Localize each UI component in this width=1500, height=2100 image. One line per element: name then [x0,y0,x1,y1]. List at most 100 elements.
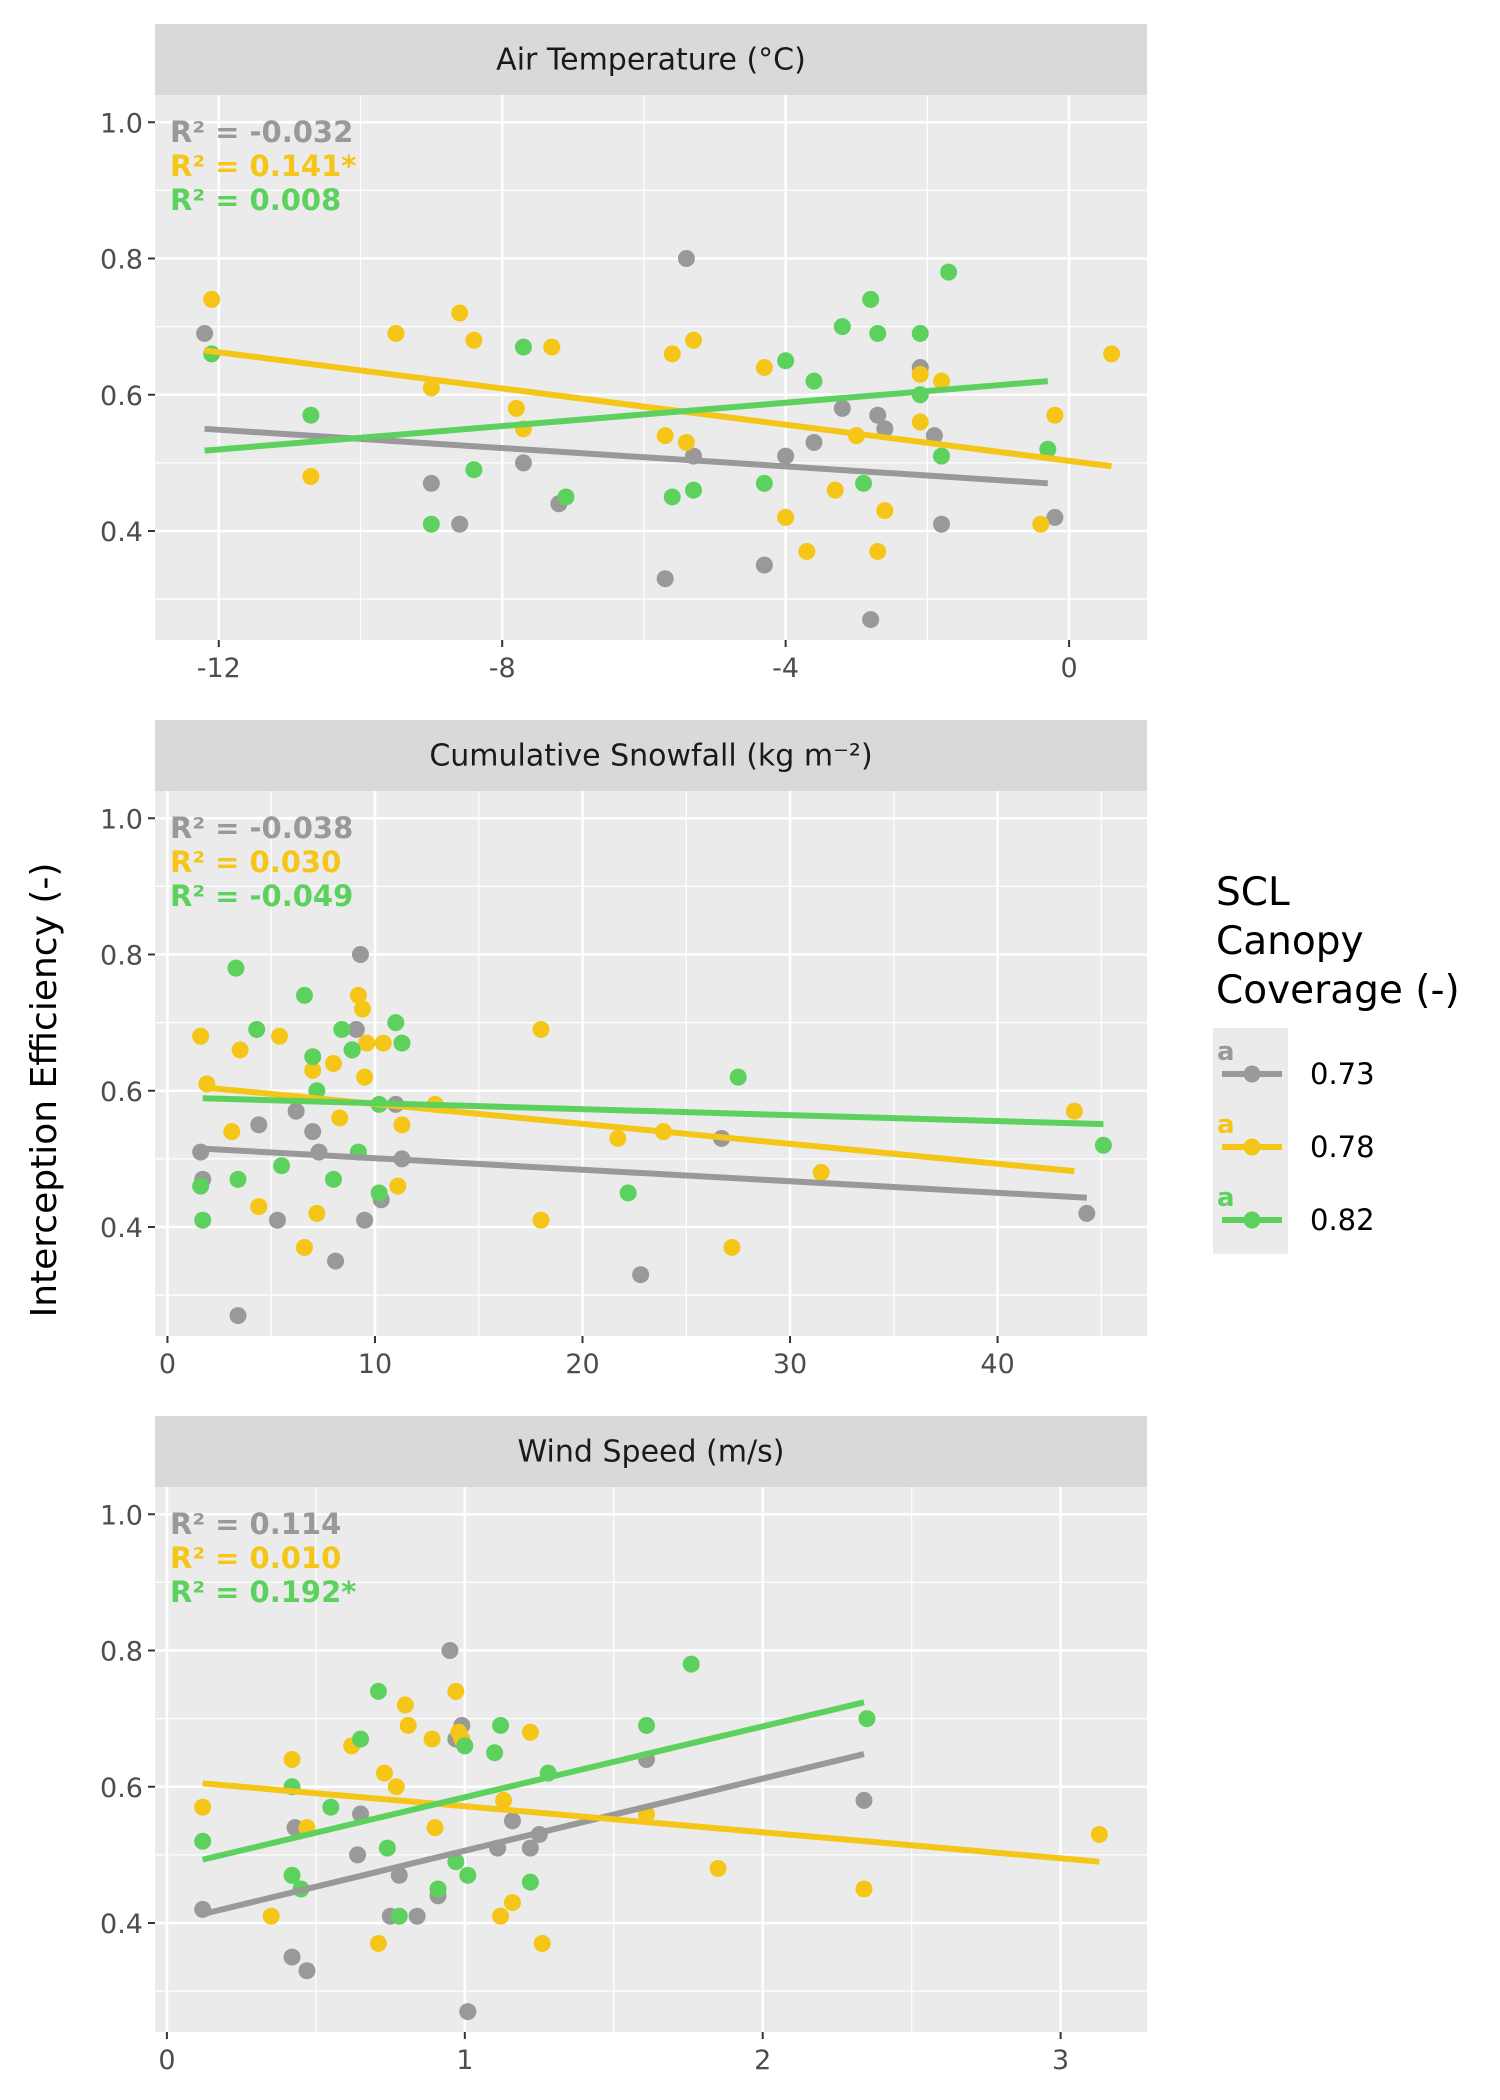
cumulative-snowfall-strip-title: Cumulative Snowfall (kg m⁻²) [429,739,872,774]
air-temperature-point-scl-073 [422,474,440,492]
legend-key-point-scl-082 [1243,1211,1261,1229]
cumulative-snowfall-point-scl-082 [393,1034,411,1052]
legend: SCL Canopy Coverage (-) a 0.73 a 0.78 a 0.82 [1213,870,1460,1254]
legend-key-letter-scl-082: a [1217,1183,1235,1213]
wind-speed-point-scl-082 [447,1853,465,1871]
air-temperature-x-tick-label: -4 [772,653,799,684]
wind-speed-point-scl-082 [352,1730,370,1748]
cumulative-snowfall-point-scl-082 [333,1020,351,1038]
air-temperature-point-scl-078 [203,290,221,308]
wind-speed-data-layer [194,1642,1108,2021]
wind-speed-point-scl-073 [408,1907,426,1925]
wind-speed-point-scl-078 [369,1934,387,1952]
legend-key-point-scl-073 [1243,1065,1261,1083]
cumulative-snowfall-data-layer [192,946,1112,1325]
wind-speed-fit-line-scl-082 [201,1699,865,1863]
air-temperature-point-scl-073 [933,515,951,533]
cumulative-snowfall-point-scl-073 [327,1252,345,1270]
air-temperature-x-tick-label: -12 [197,653,241,684]
wind-speed-point-scl-078 [426,1819,444,1837]
wind-speed-point-scl-073 [441,1642,459,1659]
air-temperature-point-scl-078 [543,338,561,356]
legend-label-scl-073: 0.73 [1310,1057,1375,1091]
air-temperature-point-scl-082 [777,352,795,370]
air-temperature-r2-annotation-scl-082: R² = 0.008 [170,183,341,217]
legend-key-letter-scl-078: a [1217,1110,1235,1140]
cumulative-snowfall-x-tick-label: 40 [980,1349,1014,1380]
wind-speed-point-scl-078 [262,1907,280,1925]
wind-speed-fit-line-scl-078 [202,1780,1100,1865]
wind-speed-r2-annotation-scl-082: R² = 0.192* [170,1575,356,1609]
air-temperature-point-scl-082 [514,338,532,356]
wind-speed-point-scl-078 [492,1907,510,1925]
wind-speed-point-scl-078 [533,1934,551,1952]
legend-key-point-scl-078 [1243,1138,1261,1156]
cumulative-snowfall-point-scl-073 [250,1116,268,1134]
air-temperature-point-scl-078 [911,365,929,383]
cumulative-snowfall-x-tick-label: 30 [773,1349,807,1380]
air-temperature-point-scl-073 [876,420,894,438]
wind-speed-point-scl-073 [521,1839,539,1857]
cumulative-snowfall-point-scl-073 [356,1211,374,1229]
cumulative-snowfall-point-scl-078 [354,1000,372,1018]
wind-speed-x-tick-label: 1 [456,2045,473,2076]
air-temperature-point-scl-073 [196,324,214,342]
wind-speed-point-scl-078 [399,1716,417,1734]
air-temperature-point-scl-078 [302,468,320,485]
air-temperature-point-scl-078 [465,331,483,349]
cumulative-snowfall-point-scl-078 [358,1034,376,1052]
wind-speed-point-scl-078 [495,1791,513,1809]
air-temperature-point-scl-078 [1046,406,1064,424]
wind-speed-point-scl-082 [390,1907,408,1925]
cumulative-snowfall-fit-line-scl-082 [202,1095,1104,1128]
cumulative-snowfall-x-tick-label: 0 [159,1349,176,1380]
panel-wind-speed: Wind Speed (m/s) 0 1 2 3 0.4 0.6 0.8 1.0 R² = 0.1… [100,1416,1147,2076]
panel-cumulative-snowfall: Cumulative Snowfall (kg m⁻²) 0 10 20 30 40 0.4… [100,720,1147,1380]
air-temperature-point-scl-073 [777,447,795,465]
air-temperature-strip [155,24,1147,95]
cumulative-snowfall-point-scl-078 [295,1238,313,1256]
cumulative-snowfall-point-scl-078 [389,1177,407,1195]
cumulative-snowfall-point-scl-073 [304,1123,322,1141]
wind-speed-point-scl-073 [390,1866,408,1884]
air-temperature-point-scl-078 [507,399,525,417]
cumulative-snowfall-point-scl-078 [393,1116,411,1134]
cumulative-snowfall-point-scl-078 [374,1034,392,1052]
cumulative-snowfall-point-scl-078 [812,1164,830,1181]
wind-speed-point-scl-073 [286,1819,304,1837]
wind-speed-point-scl-073 [855,1791,873,1809]
air-temperature-point-scl-073 [925,427,943,445]
y-axis-title: Interception Efficiency (-) [24,863,65,1318]
wind-speed-point-scl-078 [375,1764,393,1782]
air-temperature-point-scl-078 [1032,515,1050,533]
wind-speed-point-scl-082 [322,1798,340,1816]
cumulative-snowfall-point-scl-078 [308,1204,326,1222]
cumulative-snowfall-point-scl-078 [192,1027,210,1045]
cumulative-snowfall-point-scl-073 [287,1102,305,1120]
cumulative-snowfall-point-scl-078 [349,986,367,1004]
cumulative-snowfall-r2-annotation-scl-078: R² = 0.030 [170,845,341,879]
cumulative-snowfall-point-scl-078 [356,1068,374,1086]
air-temperature-point-scl-078 [755,359,773,376]
wind-speed-y-tick-label: 0.6 [100,1773,143,1804]
air-temperature-point-scl-082 [302,406,320,424]
air-temperature-point-scl-073 [451,515,469,533]
air-temperature-point-scl-082 [755,474,773,492]
wind-speed-point-scl-073 [298,1962,316,1980]
cumulative-snowfall-strip [155,720,1147,791]
air-temperature-point-scl-073 [1046,508,1064,526]
wind-speed-point-scl-082 [638,1716,656,1734]
cumulative-snowfall-point-scl-078 [223,1123,241,1141]
air-temperature-point-scl-082 [869,324,887,342]
wind-speed-point-scl-078 [521,1723,539,1741]
air-temperature-y-tick-label: 0.4 [100,517,143,548]
legend-title-line-2: Canopy [1216,919,1364,964]
air-temperature-point-scl-073 [833,399,851,417]
cumulative-snowfall-point-scl-078 [304,1061,322,1079]
legend-label-scl-082: 0.82 [1310,1203,1375,1237]
air-temperature-point-scl-078 [826,481,844,499]
cumulative-snowfall-point-scl-082 [227,959,245,977]
air-temperature-fit-line-scl-082 [204,378,1049,454]
legend-title-line-1: SCL [1216,870,1290,915]
air-temperature-point-scl-078 [422,379,440,397]
